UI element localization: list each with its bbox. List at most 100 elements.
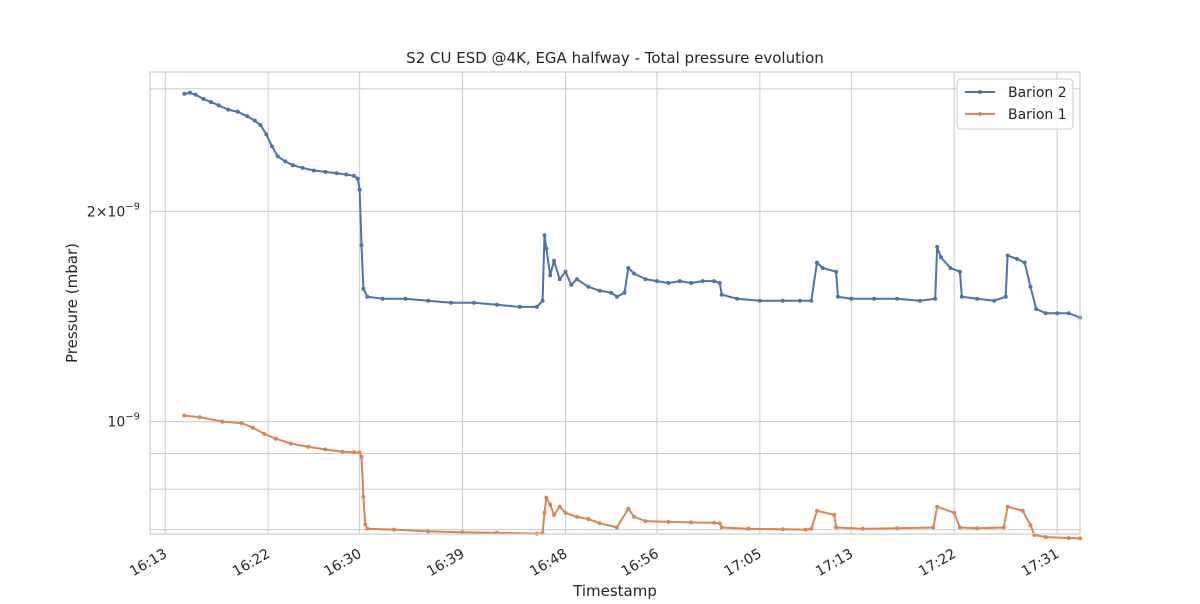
- data-point: [849, 296, 854, 301]
- data-point: [717, 281, 722, 285]
- data-point: [948, 266, 953, 270]
- data-point: [569, 282, 574, 287]
- data-point: [403, 296, 408, 301]
- data-point: [323, 169, 328, 174]
- data-point: [275, 154, 280, 159]
- x-tick-label: 16:48: [527, 546, 570, 580]
- data-point: [797, 298, 802, 303]
- x-tick-label: 17:05: [722, 546, 765, 580]
- data-point: [552, 512, 556, 517]
- y-tick-labels: 2×10−910−9: [87, 202, 140, 431]
- data-point: [472, 300, 476, 305]
- data-point: [182, 413, 187, 418]
- x-tick-label: 17:13: [813, 546, 856, 580]
- data-point: [935, 244, 940, 249]
- data-point: [626, 506, 631, 511]
- data-point: [1034, 307, 1039, 311]
- data-point: [334, 171, 339, 176]
- data-point: [860, 526, 865, 531]
- data-point: [270, 144, 274, 149]
- data-point: [1005, 504, 1010, 509]
- chart-title: S2 CU ESD @4K, EGA halfway - Total press…: [406, 49, 824, 67]
- data-point: [834, 269, 839, 274]
- data-point: [832, 512, 837, 517]
- x-tick-label: 17:31: [1019, 546, 1062, 580]
- data-point: [803, 527, 808, 532]
- data-point: [746, 526, 751, 531]
- data-point: [1022, 260, 1027, 265]
- data-point: [895, 296, 899, 301]
- x-tick-label: 16:22: [230, 546, 273, 580]
- data-point: [931, 525, 936, 530]
- data-point: [597, 521, 602, 526]
- data-point: [809, 298, 814, 303]
- data-point: [460, 530, 465, 535]
- data-point: [586, 284, 591, 289]
- data-point: [957, 269, 962, 274]
- data-point: [197, 415, 202, 420]
- data-point: [574, 277, 579, 282]
- data-point: [359, 243, 364, 248]
- plot-frame: [149, 71, 1081, 535]
- data-point: [597, 288, 602, 293]
- x-tick-label: 16:39: [424, 546, 467, 580]
- data-point: [809, 526, 814, 531]
- legend-marker: [978, 112, 982, 116]
- data-point: [289, 441, 293, 446]
- legend: Barion 2 Barion 1: [956, 78, 1074, 130]
- data-point: [609, 290, 614, 295]
- grid: [150, 72, 1080, 534]
- x-tick-label: 16:30: [321, 546, 364, 580]
- legend-label: Barion 1: [1008, 107, 1067, 123]
- data-point: [1066, 536, 1071, 540]
- data-point: [517, 304, 522, 309]
- data-point: [643, 519, 648, 524]
- data-point: [357, 450, 362, 455]
- data-point: [975, 296, 980, 301]
- data-point: [719, 292, 724, 297]
- data-point: [1043, 311, 1048, 316]
- data-point: [933, 296, 938, 301]
- data-point: [361, 286, 366, 291]
- data-point: [355, 176, 360, 181]
- data-point: [735, 296, 739, 301]
- data-point: [712, 520, 717, 525]
- series-layer: [182, 90, 1082, 541]
- data-point: [834, 525, 839, 530]
- y-tick-base: 2×10: [87, 205, 125, 221]
- data-point: [712, 279, 717, 284]
- data-point: [193, 92, 198, 97]
- data-point: [563, 269, 568, 274]
- data-point: [1001, 525, 1006, 530]
- data-point: [836, 294, 840, 299]
- data-point: [340, 449, 345, 454]
- x-tick-label: 16:13: [127, 546, 170, 580]
- legend-marker: [978, 90, 982, 94]
- data-point: [380, 296, 385, 301]
- data-point: [1066, 311, 1071, 316]
- data-point: [182, 91, 187, 96]
- data-point: [542, 233, 547, 238]
- y-tick-base: 10: [107, 415, 125, 431]
- data-point: [300, 165, 305, 170]
- y-tick-label: 10−9: [107, 412, 140, 431]
- data-point: [365, 294, 370, 299]
- series-barion-1: [182, 413, 1082, 541]
- data-point: [959, 294, 964, 299]
- data-point: [938, 255, 943, 260]
- data-point: [235, 109, 240, 114]
- x-tick-labels: 16:13 16:22 16:30 16:39 16:48 16:56 17:05 17:13…: [127, 546, 1062, 580]
- data-point: [534, 304, 539, 309]
- data-point: [363, 522, 368, 527]
- series-line: [184, 414, 1081, 540]
- data-point: [757, 298, 762, 303]
- data-point: [426, 529, 431, 534]
- data-point: [306, 444, 311, 449]
- data-point: [666, 281, 671, 285]
- data-point: [586, 517, 591, 521]
- data-point: [188, 90, 192, 95]
- data-point: [780, 527, 785, 532]
- data-point: [957, 525, 962, 530]
